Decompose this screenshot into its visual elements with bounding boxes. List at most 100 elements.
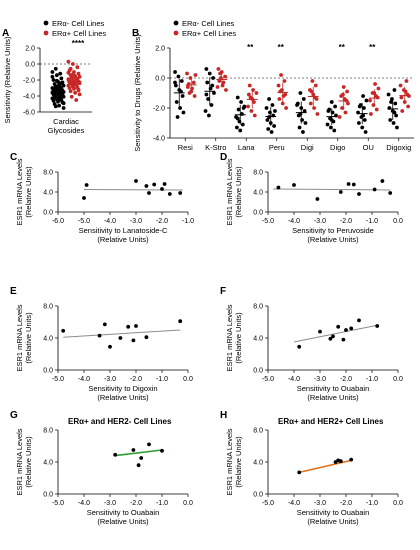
- data-point: [131, 448, 136, 452]
- y-tick-label: 4.0: [43, 336, 53, 343]
- data-point: [217, 79, 222, 83]
- data-point: [303, 121, 308, 125]
- data-point: [357, 104, 362, 109]
- significance-marker: ****: [72, 39, 85, 48]
- data-points: [50, 59, 82, 110]
- significance-marker: **: [278, 43, 285, 52]
- data-point: [374, 107, 379, 112]
- data-point: [272, 124, 277, 128]
- x-tick-label: -2.0: [130, 376, 142, 383]
- data-point: [338, 459, 343, 464]
- data-point: [340, 106, 344, 110]
- x-tick-label: 0.0: [183, 376, 193, 383]
- significance-marker: **: [369, 43, 376, 52]
- x-axis-label: Sensitivity to Ouabain: [297, 508, 370, 517]
- data-point: [221, 80, 226, 85]
- data-point: [310, 79, 315, 83]
- data-point: [223, 74, 228, 79]
- legend-marker: [43, 30, 49, 36]
- data-points: [297, 457, 354, 475]
- y-tick-label: 8.0: [43, 428, 53, 435]
- data-point: [51, 78, 56, 82]
- data-point: [308, 101, 313, 106]
- x-tick-label: -2.0: [156, 218, 168, 225]
- data-point: [51, 98, 56, 103]
- data-point: [178, 319, 183, 324]
- data-point: [309, 89, 314, 94]
- data-point: [404, 79, 409, 83]
- x-tick-label: -5.0: [52, 500, 64, 507]
- significance-marker: **: [247, 43, 254, 52]
- panel-E: E8.04.00.0-5.0 -4.0 -3.0 -2.0 -1.0 0.0Sensiti…: [10, 286, 193, 402]
- data-point: [361, 113, 365, 118]
- y-axis-label-units: (Relative Units): [24, 436, 33, 488]
- data-point: [238, 128, 243, 133]
- y-axis-label: ESR1 mRNA Levels: [15, 158, 24, 225]
- regression-line: [63, 329, 181, 338]
- data-point: [207, 113, 211, 118]
- data-point: [351, 182, 356, 187]
- y-axis-label-units: (Relative Units): [234, 436, 243, 488]
- data-point: [312, 106, 316, 110]
- x-tick-label: -1.0: [182, 218, 194, 225]
- data-point: [395, 125, 399, 130]
- data-point: [218, 71, 222, 76]
- data-point: [380, 179, 385, 183]
- data-point: [54, 73, 59, 78]
- panel-F: F8.04.00.0-5.0 -4.0 -3.0 -2.0 -1.0 0.0Sensiti…: [220, 286, 403, 402]
- x-tick-label: -4.0: [104, 218, 116, 225]
- data-point: [403, 89, 408, 94]
- data-point: [52, 94, 57, 99]
- data-point: [273, 109, 277, 113]
- data-point: [388, 118, 393, 122]
- y-tick-label: 4.0: [43, 190, 53, 197]
- y-axis-label-units: (Relative Units): [234, 312, 243, 364]
- data-point: [77, 74, 82, 79]
- data-point: [210, 83, 215, 88]
- x-tick-label: -1.0: [156, 500, 168, 507]
- data-point: [388, 191, 393, 195]
- data-point: [173, 80, 177, 85]
- x-tick-label: -5.0: [262, 500, 274, 507]
- category-label: Digi: [301, 143, 314, 152]
- data-point: [297, 344, 302, 349]
- data-point: [400, 109, 405, 113]
- panel-label: A: [2, 28, 9, 39]
- data-point: [297, 125, 302, 130]
- data-point: [193, 73, 198, 77]
- regression-line: [299, 459, 352, 474]
- data-point: [373, 82, 377, 86]
- data-point: [173, 70, 177, 74]
- data-point: [349, 326, 354, 331]
- legend-entry: ERα+ Cell Lines: [52, 29, 106, 38]
- data-point: [391, 121, 396, 125]
- panel-label: E: [10, 286, 17, 297]
- y-tick-label: 0.0: [43, 368, 53, 375]
- panel-label: B: [132, 28, 139, 39]
- data-point: [178, 106, 182, 110]
- data-point: [363, 130, 368, 134]
- data-point: [211, 76, 216, 80]
- panel-label: C: [10, 152, 17, 163]
- data-point: [97, 333, 102, 338]
- data-point: [167, 192, 172, 196]
- data-point: [235, 116, 240, 121]
- data-point: [181, 110, 186, 115]
- regression-line: [115, 449, 163, 457]
- data-point: [329, 100, 334, 104]
- y-tick-label: -4.0: [153, 136, 165, 143]
- data-point: [349, 457, 354, 462]
- data-point: [301, 97, 306, 101]
- legend-entry: ERα- Cell Lines: [52, 19, 105, 28]
- data-point: [398, 83, 403, 88]
- y-tick-label: 0.0: [43, 210, 53, 217]
- x-axis-label-units: (Relative Units): [97, 517, 149, 526]
- data-point: [268, 110, 272, 115]
- data-point: [144, 184, 149, 188]
- y-axis-label: Sensitivity (Relative Units): [3, 36, 12, 124]
- category-label: Digo: [330, 143, 345, 152]
- x-tick-label: -2.0: [340, 500, 352, 507]
- data-point: [371, 103, 376, 107]
- x-axis-label: Glycosides: [48, 126, 85, 135]
